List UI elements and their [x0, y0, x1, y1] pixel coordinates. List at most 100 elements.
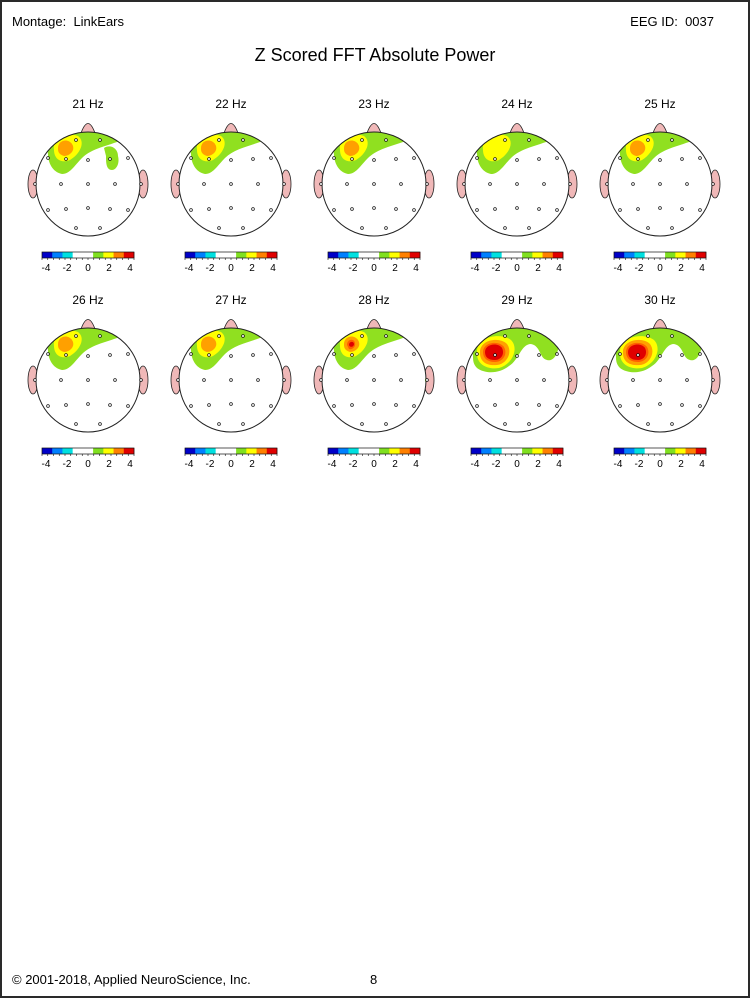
electrode-marker — [217, 422, 221, 426]
colorbar-segment — [348, 448, 359, 454]
electrode-marker — [475, 404, 479, 408]
electrode-marker — [126, 208, 130, 212]
colorbar-tick-label: -2 — [635, 459, 644, 470]
colorbar-segment — [614, 252, 625, 258]
colorbar-segment — [185, 252, 196, 258]
colorbar-segment — [103, 252, 114, 258]
colorbar-segment — [123, 252, 135, 258]
electrode-marker — [670, 138, 674, 142]
colorbar-segment — [624, 252, 635, 258]
colorbar-segment — [654, 448, 666, 454]
electrode-marker — [618, 156, 622, 160]
colorbar-segment — [522, 448, 533, 454]
electrode-marker — [515, 354, 519, 358]
colorbar-segment — [328, 448, 339, 454]
colorbar-segment — [481, 252, 492, 258]
electrode-marker — [372, 402, 376, 406]
electrode-marker — [680, 157, 684, 161]
electrode-marker — [399, 378, 403, 382]
colorbar-segment — [215, 252, 227, 258]
activation-contour — [201, 140, 217, 156]
electrode-marker — [176, 182, 180, 186]
electrode-marker — [360, 138, 364, 142]
electrode-marker — [394, 403, 398, 407]
colorbar-segment — [225, 252, 237, 258]
electrode-marker — [646, 334, 650, 338]
electrode-marker — [229, 158, 233, 162]
electrode-marker — [229, 402, 233, 406]
electrode-marker — [282, 378, 286, 382]
electrode-marker — [537, 207, 541, 211]
electrode-marker — [658, 402, 662, 406]
activation-contour — [485, 344, 504, 360]
electrode-marker — [425, 182, 429, 186]
electrode-marker — [680, 353, 684, 357]
colorbar-tick-label: -2 — [206, 459, 215, 470]
colorbar-segment — [532, 252, 543, 258]
electrode-marker — [350, 403, 354, 407]
colorbar-segment — [215, 448, 227, 454]
electrode-marker — [319, 378, 323, 382]
electrode-marker — [394, 207, 398, 211]
page-number: 8 — [370, 972, 378, 987]
colorbar-segment — [62, 252, 73, 258]
activation-contour — [482, 134, 511, 162]
electrode-marker — [108, 403, 112, 407]
colorbar-segment — [358, 252, 370, 258]
electrode-marker — [631, 378, 635, 382]
electrode-marker — [555, 352, 559, 356]
colorbar-segment — [236, 448, 247, 454]
map-frequency-label: 21 Hz — [72, 97, 103, 111]
colorbar-segment — [52, 252, 63, 258]
electrode-marker — [64, 403, 68, 407]
electrode-marker — [711, 182, 715, 186]
map-frequency-label: 23 Hz — [358, 97, 389, 111]
electrode-marker — [207, 403, 211, 407]
electrode-marker — [108, 353, 112, 357]
electrode-marker — [139, 182, 143, 186]
electrode-marker — [241, 334, 245, 338]
electrode-marker — [46, 404, 50, 408]
electrode-marker — [503, 226, 507, 230]
electrode-marker — [126, 352, 130, 356]
colorbar-tick-label: -4 — [614, 459, 623, 470]
colorbar-tick-label: -4 — [185, 459, 194, 470]
colorbar-tick-label: 2 — [106, 459, 112, 470]
electrode-marker — [64, 157, 68, 161]
colorbar-tick-label: 2 — [678, 263, 684, 274]
electrode-marker — [86, 378, 90, 382]
electrode-marker — [189, 156, 193, 160]
colorbar-segment — [205, 448, 216, 454]
colorbar-tick-label: 0 — [514, 263, 520, 274]
colorbar-tick-label: -4 — [185, 263, 194, 274]
colorbar-segment — [113, 448, 125, 454]
electrode-marker — [425, 378, 429, 382]
colorbar-tick-label: 0 — [657, 263, 663, 274]
electrode-marker — [108, 207, 112, 211]
colorbar-tick-label: 0 — [228, 459, 234, 470]
electrode-marker — [98, 226, 102, 230]
electrode-marker — [493, 353, 497, 357]
activation-layer — [333, 132, 409, 174]
electrode-marker — [176, 378, 180, 382]
eeg-id-header: EEG ID: 0037 — [630, 14, 714, 29]
colorbar-tick-label: -4 — [328, 263, 337, 274]
map-frequency-label: 25 Hz — [644, 97, 675, 111]
electrode-marker — [542, 182, 546, 186]
colorbar-tick-label: -2 — [63, 459, 72, 470]
electrode-marker — [636, 207, 640, 211]
colorbar-segment — [614, 448, 625, 454]
colorbar-segment — [348, 252, 359, 258]
colorbar-segment — [644, 252, 656, 258]
colorbar-tick-label: 0 — [371, 263, 377, 274]
electrode-marker — [189, 404, 193, 408]
topomap-4: 24 Hz -4 -2 0 2 4 — [456, 97, 578, 274]
colorbar-segment — [624, 448, 635, 454]
electrode-marker — [475, 208, 479, 212]
electrode-marker — [658, 206, 662, 210]
colorbar-tick-label: 0 — [514, 459, 520, 470]
electrode-marker — [251, 207, 255, 211]
colorbar-tick-label: 4 — [556, 263, 562, 274]
electrode-marker — [360, 334, 364, 338]
electrode-marker — [251, 403, 255, 407]
